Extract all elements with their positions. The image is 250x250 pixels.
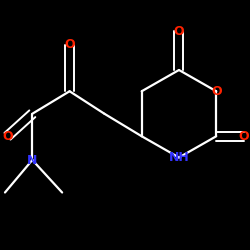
Text: O: O [238, 130, 249, 143]
Text: N: N [27, 154, 38, 166]
Text: O: O [174, 25, 184, 38]
Text: O: O [211, 85, 222, 98]
Text: O: O [64, 38, 75, 52]
Text: O: O [2, 130, 13, 143]
Text: NH: NH [168, 151, 189, 164]
